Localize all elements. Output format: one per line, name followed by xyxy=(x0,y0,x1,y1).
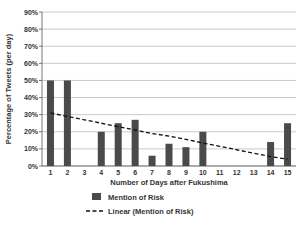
grid-line xyxy=(42,46,296,47)
bar xyxy=(81,166,88,167)
bar xyxy=(166,144,173,166)
x-tick-label: 2 xyxy=(65,169,69,176)
legend-swatch xyxy=(92,193,101,200)
x-tick-label: 9 xyxy=(184,169,188,176)
bar xyxy=(115,123,122,166)
y-tick xyxy=(39,29,42,30)
bar xyxy=(199,132,206,166)
plot-area xyxy=(47,80,291,166)
grid-line xyxy=(42,63,296,64)
x-tick-label: 12 xyxy=(233,169,241,176)
x-tick-label: 5 xyxy=(116,169,120,176)
y-tick-label: 10% xyxy=(24,145,39,152)
y-tick-label: 60% xyxy=(24,60,39,67)
bar xyxy=(182,147,189,166)
y-tick-label: 40% xyxy=(24,94,39,101)
bar xyxy=(216,166,223,167)
y-tick-label: 80% xyxy=(24,26,39,33)
bar xyxy=(47,80,54,166)
x-tick-label: 7 xyxy=(150,169,154,176)
y-tick-label: 90% xyxy=(24,9,39,16)
bar xyxy=(233,166,240,167)
legend-label: Linear (Mention of Risk) xyxy=(108,207,194,216)
x-tick-label: 13 xyxy=(250,169,258,176)
trend-line xyxy=(50,113,287,159)
x-tick-label: 6 xyxy=(133,169,137,176)
x-tick-label: 14 xyxy=(267,169,275,176)
y-tick xyxy=(39,97,42,98)
y-tick xyxy=(39,148,42,149)
x-tick-label: 11 xyxy=(216,169,224,176)
y-tick xyxy=(39,166,42,167)
bar xyxy=(98,132,105,166)
y-tick-label: 0% xyxy=(28,163,39,170)
x-axis-label: Number of Days after Fukushima xyxy=(110,178,228,187)
y-tick-label: 70% xyxy=(24,43,39,50)
y-tick xyxy=(39,63,42,64)
chart: 0%10%20%30%40%50%60%70%80%90%12345678910… xyxy=(0,0,300,234)
grid-line xyxy=(42,29,296,30)
bar xyxy=(250,166,257,167)
y-tick-label: 50% xyxy=(24,77,39,84)
y-tick-label: 30% xyxy=(24,111,39,118)
y-tick xyxy=(39,80,42,81)
bar xyxy=(149,156,156,166)
y-tick-label: 20% xyxy=(24,128,39,135)
x-tick-label: 10 xyxy=(199,169,207,176)
grid-line xyxy=(42,97,296,98)
legend-label: Mention of Risk xyxy=(108,193,165,202)
y-tick xyxy=(39,131,42,132)
x-tick-label: 3 xyxy=(82,169,86,176)
y-axis-label: Percentage of Tweets (per day) xyxy=(4,33,13,144)
x-tick-label: 4 xyxy=(99,169,103,176)
bar xyxy=(64,80,71,166)
y-tick xyxy=(39,46,42,47)
bar xyxy=(284,123,291,166)
grid-line xyxy=(42,131,296,132)
x-tick-label: 1 xyxy=(49,169,53,176)
grid-line xyxy=(42,80,296,81)
y-axis xyxy=(42,12,43,166)
x-tick-label: 8 xyxy=(167,169,171,176)
bar xyxy=(267,142,274,166)
grid-line xyxy=(42,114,296,115)
y-tick xyxy=(39,114,42,115)
grid-line xyxy=(42,12,296,13)
x-tick-label: 15 xyxy=(284,169,292,176)
bar xyxy=(132,120,139,166)
legend-swatch xyxy=(86,210,104,211)
y-tick xyxy=(39,12,42,13)
